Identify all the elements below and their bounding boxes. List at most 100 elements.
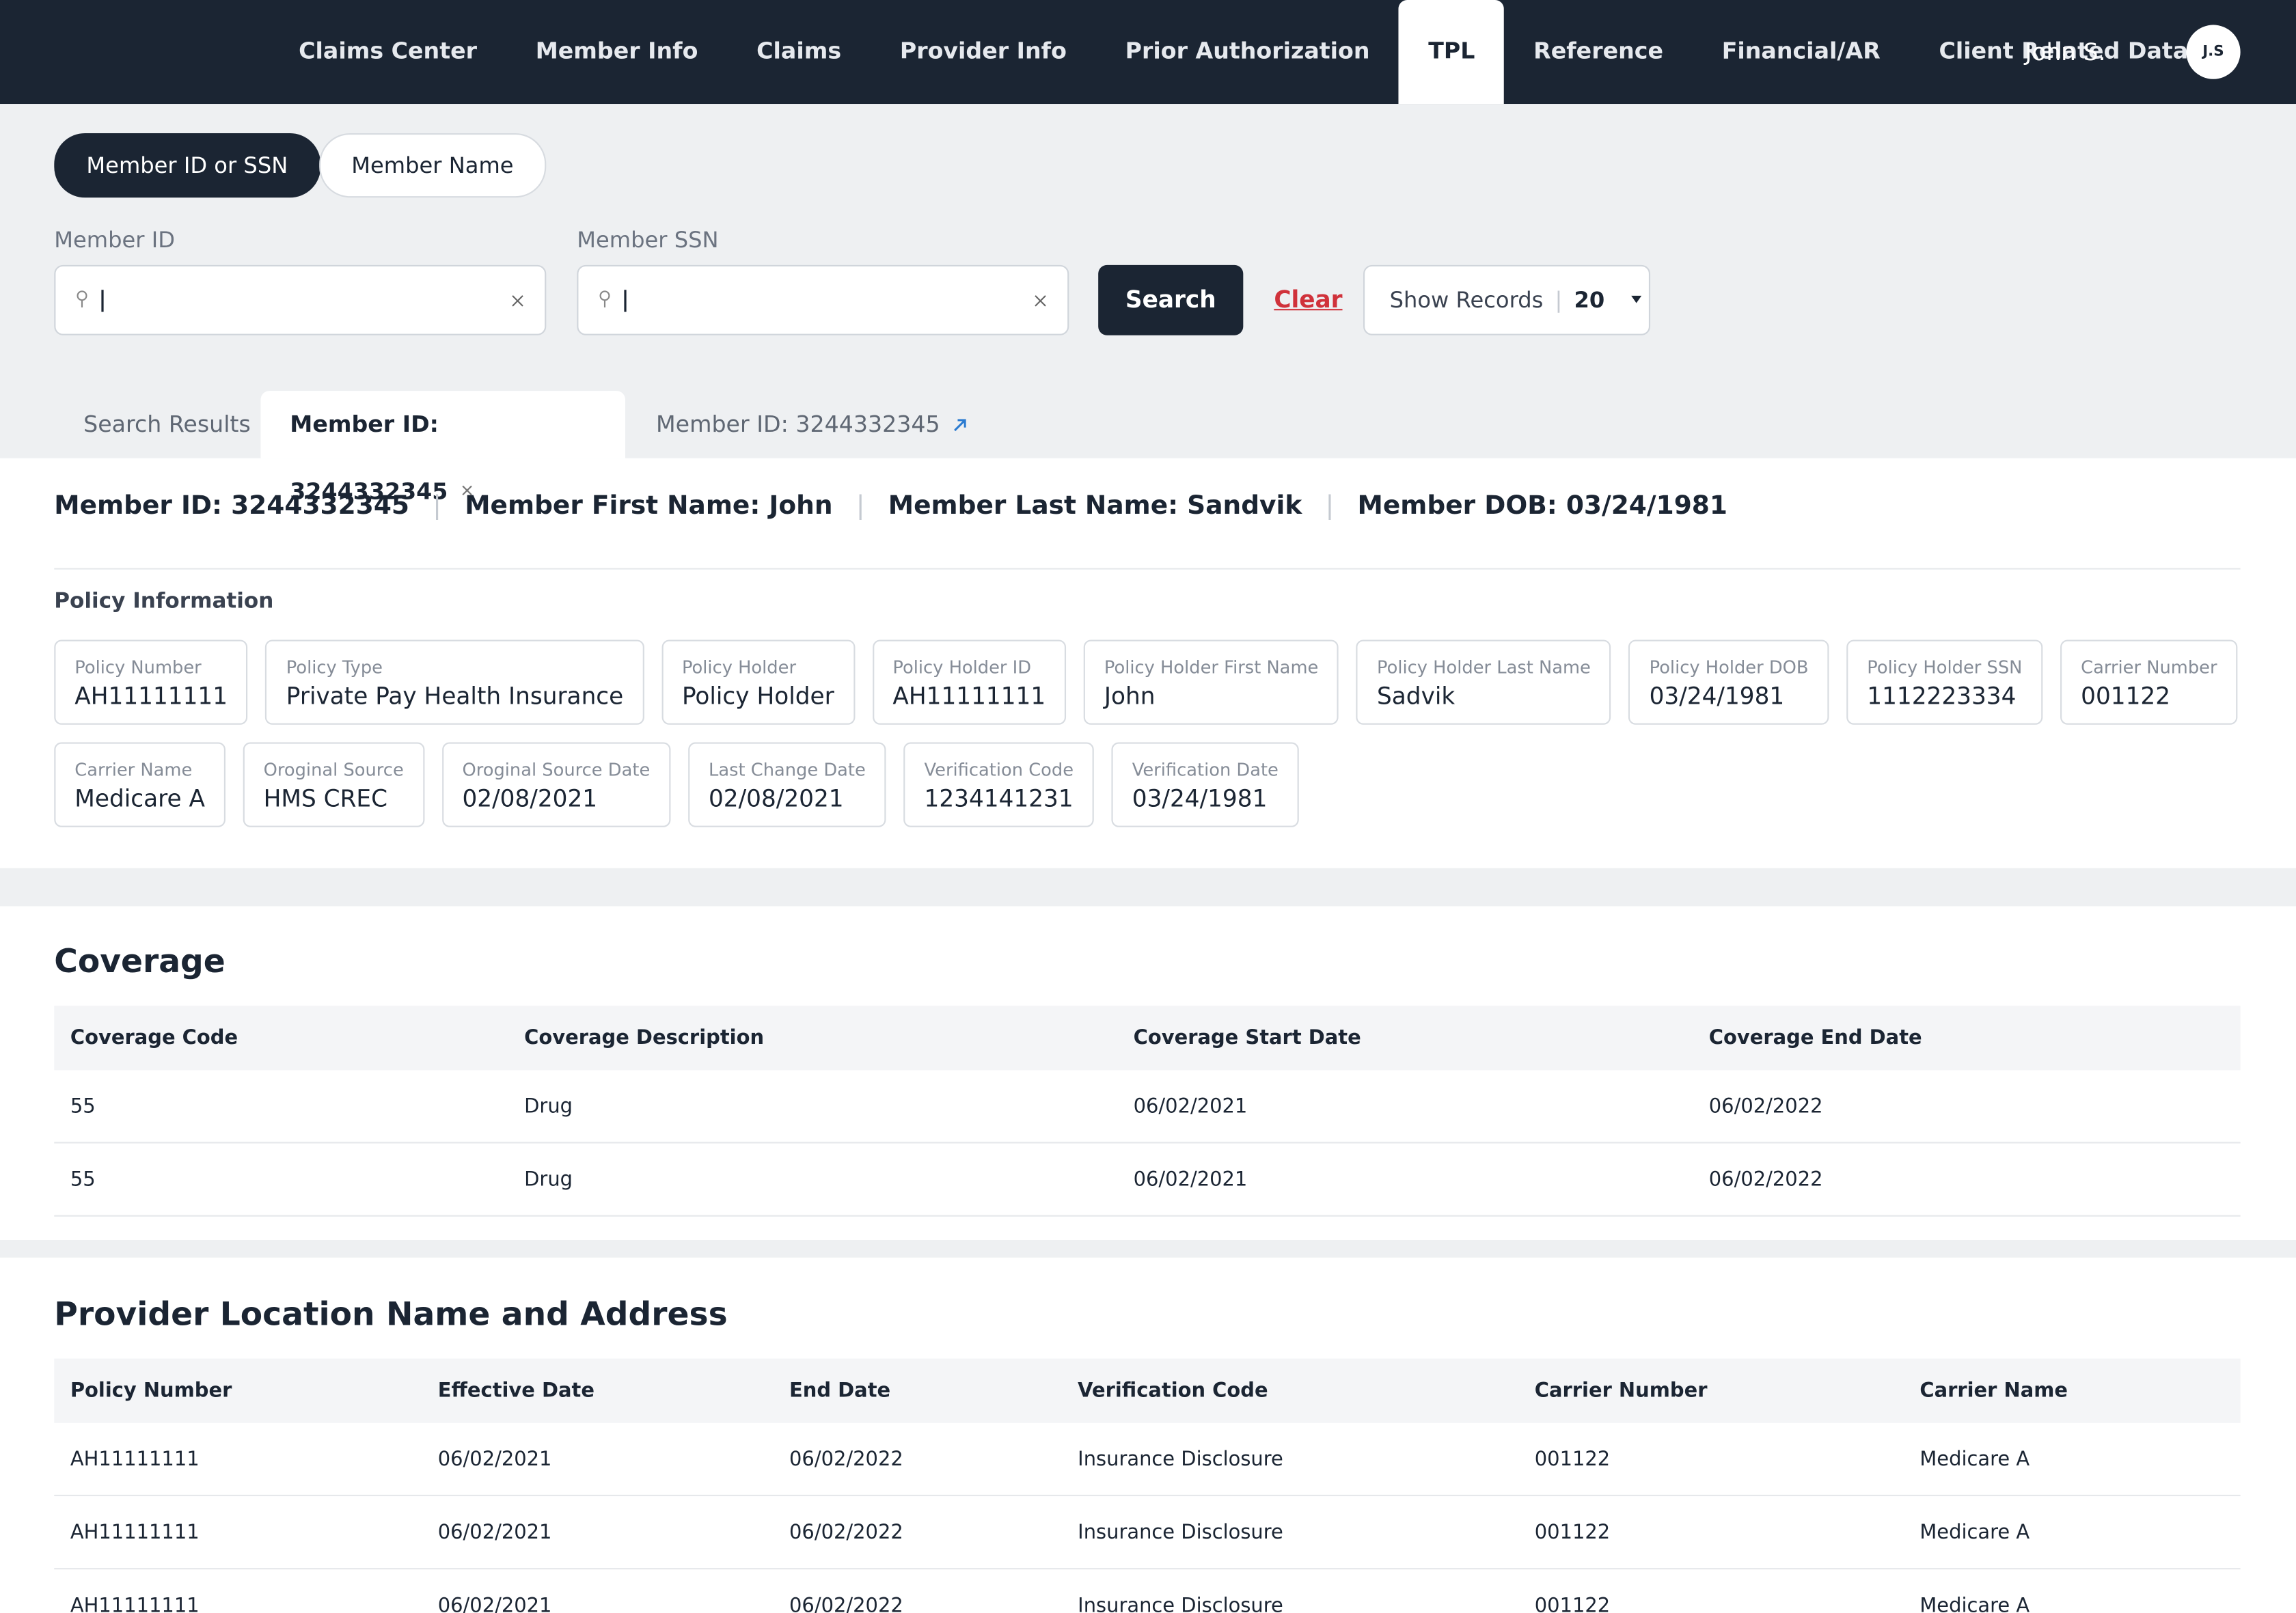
table-cell: Medicare A — [1919, 1593, 2030, 1613]
field-label: Policy Holder First Name — [1104, 657, 1319, 678]
tab[interactable]: Member ID: 3244332345 — [260, 391, 626, 505]
close-icon[interactable] — [448, 482, 477, 499]
nav-item[interactable]: Claims — [756, 38, 842, 65]
show-records-label: Show Records — [1389, 287, 1544, 314]
nav-item[interactable]: Provider Info — [899, 38, 1067, 65]
policy-field: Carrier Number 001122 — [2060, 639, 2238, 725]
section-title: Coverage — [54, 944, 226, 981]
field-value: 03/24/1981 — [1132, 784, 1268, 813]
toggle[interactable]: Member Name — [319, 133, 546, 198]
nav-item[interactable]: Member Info — [535, 38, 698, 65]
column-header: Verification Code — [1078, 1379, 1268, 1403]
input[interactable] — [54, 264, 547, 335]
policy-field: Oroginal Source Date 02/08/2021 — [441, 742, 671, 827]
field-label: Carrier Name — [74, 760, 193, 781]
field-value: AH11111111 — [74, 682, 228, 711]
input-icons — [599, 290, 1046, 312]
policy-field: Policy Holder First Name John — [1083, 639, 1339, 725]
toggle[interactable]: Member ID or SSN — [54, 133, 320, 198]
field-value: HMS CREC — [263, 784, 388, 813]
clear-link[interactable]: Clear — [1274, 285, 1343, 314]
table-cell: 06/02/2021 — [1133, 1094, 1248, 1118]
nav-item[interactable]: Prior Authorization — [1125, 38, 1370, 65]
field-label: Member ID — [54, 227, 175, 253]
member-field: Member ID: 3244332345 — [54, 492, 410, 521]
policy-field: Policy Number AH11111111 — [54, 639, 249, 725]
policy-field: Policy Type Private Pay Health Insurance — [265, 639, 644, 725]
policy-field: Policy Holder Policy Holder — [661, 639, 855, 725]
table-cell: AH11111111 — [70, 1520, 200, 1544]
nav-item[interactable]: TPL — [1399, 0, 1505, 105]
policy-field: Policy Holder ID AH11111111 — [872, 639, 1067, 725]
column-header: Carrier Number — [1534, 1379, 1708, 1403]
table-row: AH11111111 06/02/2021 06/02/2022 Insurance … — [54, 1569, 2240, 1613]
user-name[interactable]: John S. — [2025, 38, 2106, 66]
table-cell: AH11111111 — [70, 1593, 200, 1613]
nav-item[interactable]: Claims Center — [299, 38, 478, 65]
tab-label: Member ID: 3244332345 — [290, 411, 448, 506]
provider-table: Policy Number Effective Date End Date Verif… — [54, 1358, 2241, 1613]
input-icons — [77, 290, 523, 312]
table-cell: 001122 — [1534, 1593, 1611, 1613]
separator — [0, 1240, 2296, 1258]
policy-field: Carrier Name Medicare A — [54, 742, 226, 827]
field-value: 02/08/2021 — [708, 784, 844, 813]
field-value: 03/24/1981 — [1649, 682, 1785, 711]
policy-field: Verification Date 03/24/1981 — [1111, 742, 1299, 827]
field-label: Last Change Date — [708, 760, 866, 781]
field-label: Policy Holder ID — [892, 657, 1032, 678]
table-cell: Drug — [524, 1094, 573, 1118]
field-label: Policy Holder — [681, 657, 797, 678]
nav-item[interactable]: Client Related Data — [1939, 38, 2189, 65]
policy-field: Policy Holder SSN 1112223334 — [1846, 639, 2043, 725]
column-header: Effective Date — [437, 1379, 594, 1403]
table-cell: 06/02/2021 — [1133, 1167, 1248, 1191]
field-label: Policy Holder Last Name — [1377, 657, 1591, 678]
table-cell: 55 — [70, 1094, 96, 1118]
separator: | — [856, 492, 865, 521]
table-header: Coverage Code Coverage Description Coverag… — [54, 1006, 2241, 1071]
separator: | — [433, 492, 441, 521]
table-row: 55 Drug 06/02/2021 06/02/2022 — [54, 1070, 2241, 1144]
table-cell: 06/02/2022 — [789, 1447, 903, 1471]
field-value: Sadvik — [1377, 682, 1456, 711]
column-header: Coverage Code — [70, 1026, 238, 1050]
policy-field: Policy Holder Last Name Sadvik — [1356, 639, 1611, 725]
column-header: Policy Number — [70, 1379, 232, 1403]
table-cell: 001122 — [1534, 1447, 1611, 1471]
avatar[interactable]: J.S — [2186, 25, 2241, 79]
policy-field: Verification Code 1234141231 — [903, 742, 1095, 827]
policy-fields: Policy Number AH11111111 Policy Type Privat… — [54, 639, 2250, 827]
show-records[interactable]: Show Records | 20 — [1363, 264, 1651, 335]
field-label: Carrier Number — [2081, 657, 2217, 678]
column-header: End Date — [789, 1379, 891, 1403]
field-label: Verification Code — [924, 760, 1074, 781]
nav-item[interactable]: Reference — [1533, 38, 1663, 65]
section-title: Provider Location Name and Address — [54, 1297, 728, 1334]
field-label: Member SSN — [577, 227, 719, 253]
field-label: Oroginal Source Date — [462, 760, 651, 781]
external-icon[interactable] — [940, 414, 972, 432]
table-cell: 06/02/2022 — [789, 1593, 903, 1613]
tab-label: Member ID: 3244332345 — [656, 411, 940, 438]
input[interactable] — [577, 264, 1069, 335]
table-cell: Insurance Disclosure — [1078, 1520, 1283, 1544]
table-cell: 06/02/2021 — [437, 1447, 552, 1471]
show-records-value: 20 — [1574, 287, 1605, 314]
nav-items: Claims Center Member Info Claims Provider I… — [269, 0, 2217, 105]
tab[interactable]: Member ID: 3244332345 — [627, 391, 1002, 458]
field-label: Verification Date — [1132, 760, 1279, 781]
divider — [54, 568, 2241, 570]
search-button[interactable]: Search — [1098, 264, 1244, 335]
tab[interactable]: Search Results — [83, 411, 251, 438]
table-cell: 06/02/2022 — [1708, 1167, 1823, 1191]
field-value: John — [1104, 682, 1156, 711]
field-value: 1112223334 — [1867, 682, 2017, 711]
policy-field: Last Change Date 02/08/2021 — [687, 742, 886, 827]
nav-item[interactable]: Financial/AR — [1721, 38, 1881, 65]
field-label: Policy Number — [74, 657, 202, 678]
field-label: Policy Holder DOB — [1649, 657, 1809, 678]
field-value: Medicare A — [74, 784, 205, 813]
column-header: Coverage Description — [524, 1026, 765, 1050]
